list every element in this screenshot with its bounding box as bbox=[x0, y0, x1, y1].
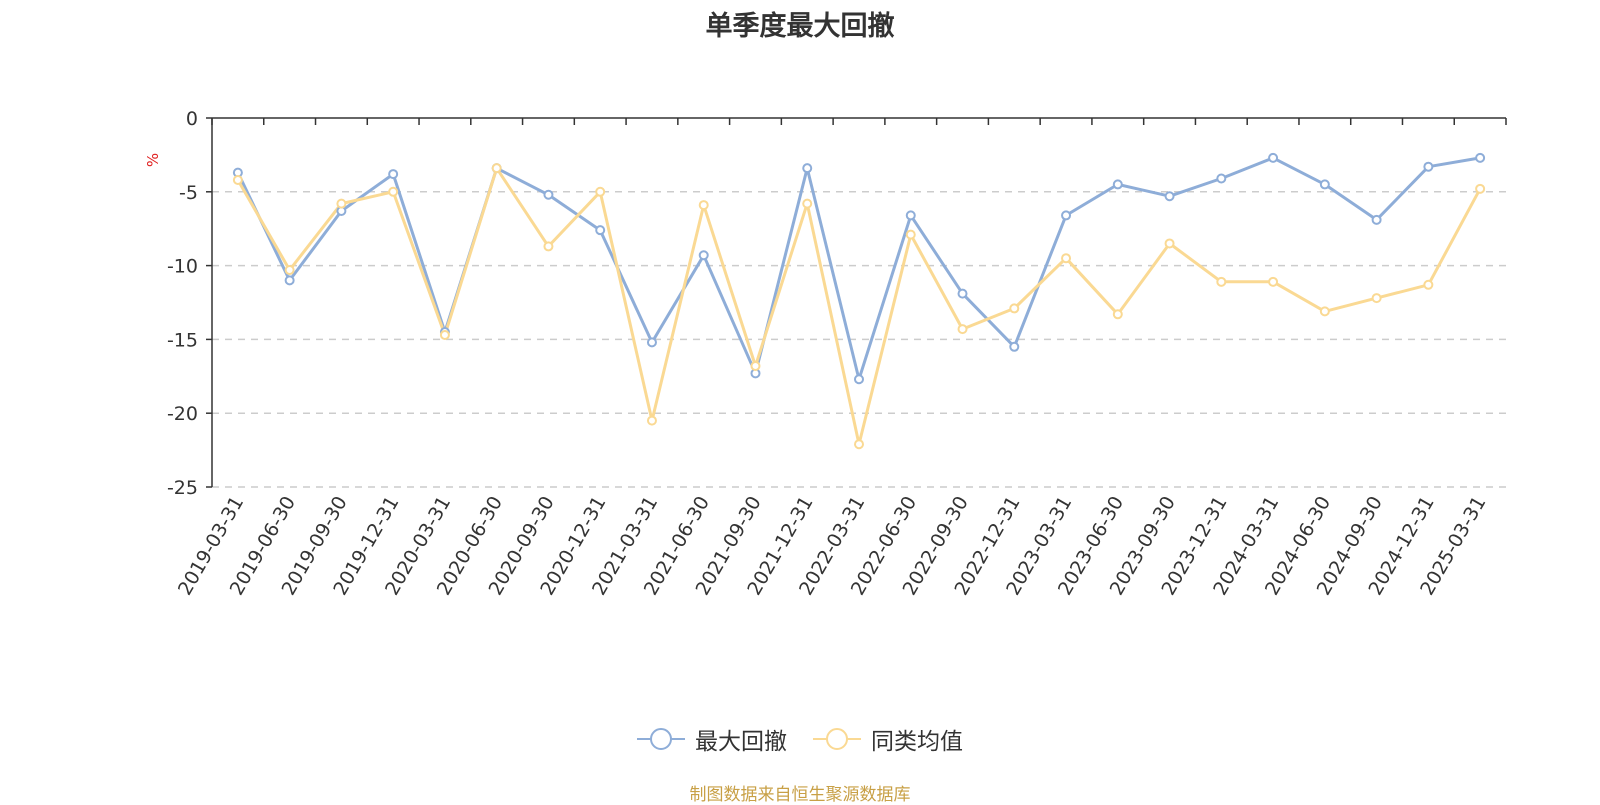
data-point-s2 bbox=[491, 163, 502, 174]
data-point-s2 bbox=[905, 229, 916, 240]
data-point-s2 bbox=[1423, 279, 1434, 290]
data-point-s2 bbox=[1061, 253, 1072, 264]
data-point-s2 bbox=[1112, 309, 1123, 320]
data-point-s2 bbox=[698, 200, 709, 211]
data-point-s2 bbox=[1009, 303, 1020, 314]
data-point-s2 bbox=[1475, 183, 1486, 194]
data-point-s1 bbox=[388, 169, 399, 180]
data-point-s2 bbox=[284, 265, 295, 276]
data-point-s2 bbox=[1371, 293, 1382, 304]
data-point-s2 bbox=[439, 329, 450, 340]
y-tick-label: -5 bbox=[179, 182, 198, 204]
data-point-s2 bbox=[750, 360, 761, 371]
data-point-s1 bbox=[957, 288, 968, 299]
data-point-s1 bbox=[1216, 173, 1227, 184]
data-points bbox=[232, 152, 1486, 450]
y-tick-label: -25 bbox=[167, 477, 198, 499]
data-point-s2 bbox=[543, 241, 554, 252]
data-point-s1 bbox=[698, 250, 709, 261]
data-point-s1 bbox=[1371, 214, 1382, 225]
data-point-s1 bbox=[1319, 179, 1330, 190]
data-point-s1 bbox=[543, 189, 554, 200]
data-point-s2 bbox=[595, 186, 606, 197]
legend-swatch-icon bbox=[637, 728, 685, 750]
data-point-s1 bbox=[646, 337, 657, 348]
legend-swatch-icon bbox=[813, 728, 861, 750]
y-tick-label: -10 bbox=[167, 256, 198, 278]
data-point-s1 bbox=[854, 374, 864, 385]
series-lines bbox=[236, 156, 1482, 446]
data-point-s2 bbox=[1268, 276, 1279, 287]
data-point-s2 bbox=[802, 198, 813, 209]
data-point-s1 bbox=[595, 225, 606, 236]
source-note: 制图数据来自恒生聚源数据库 bbox=[689, 785, 911, 805]
data-point-s2 bbox=[1216, 276, 1227, 287]
data-point-s1 bbox=[1423, 161, 1434, 172]
legend: 最大回撤 同类均值 bbox=[0, 722, 1600, 756]
y-tick-label: 0 bbox=[186, 108, 198, 130]
legend-item-2[interactable]: 同类均值 bbox=[813, 722, 963, 756]
data-point-s1 bbox=[905, 210, 916, 221]
axes: 0-5-10-15-20-252019-03-312019-06-302019-… bbox=[167, 108, 1507, 599]
y-axis-unit-label: % bbox=[144, 153, 162, 167]
data-point-s2 bbox=[336, 198, 347, 209]
data-point-s1 bbox=[284, 275, 295, 286]
data-point-s2 bbox=[646, 415, 657, 426]
data-point-s1 bbox=[1009, 341, 1020, 352]
legend-label: 同类均值 bbox=[871, 729, 963, 755]
data-point-s1 bbox=[1061, 210, 1072, 221]
series-line-2 bbox=[236, 166, 1482, 446]
y-tick-label: -15 bbox=[167, 329, 198, 351]
data-point-s1 bbox=[1164, 191, 1175, 202]
y-tick-label: -20 bbox=[167, 403, 198, 425]
data-point-s2 bbox=[388, 186, 399, 197]
data-point-s2 bbox=[957, 324, 968, 335]
data-point-s2 bbox=[1164, 238, 1175, 249]
data-point-s2 bbox=[854, 439, 864, 450]
data-point-s1 bbox=[1112, 179, 1123, 190]
legend-label: 最大回撤 bbox=[695, 729, 787, 755]
data-point-s1 bbox=[802, 163, 813, 174]
data-point-s1 bbox=[1475, 152, 1486, 163]
data-point-s1 bbox=[1268, 152, 1279, 163]
data-point-s2 bbox=[232, 174, 243, 185]
data-point-s2 bbox=[1319, 306, 1330, 317]
legend-item-1[interactable]: 最大回撤 bbox=[637, 722, 787, 756]
chart-title: 单季度最大回撤 bbox=[705, 11, 895, 42]
